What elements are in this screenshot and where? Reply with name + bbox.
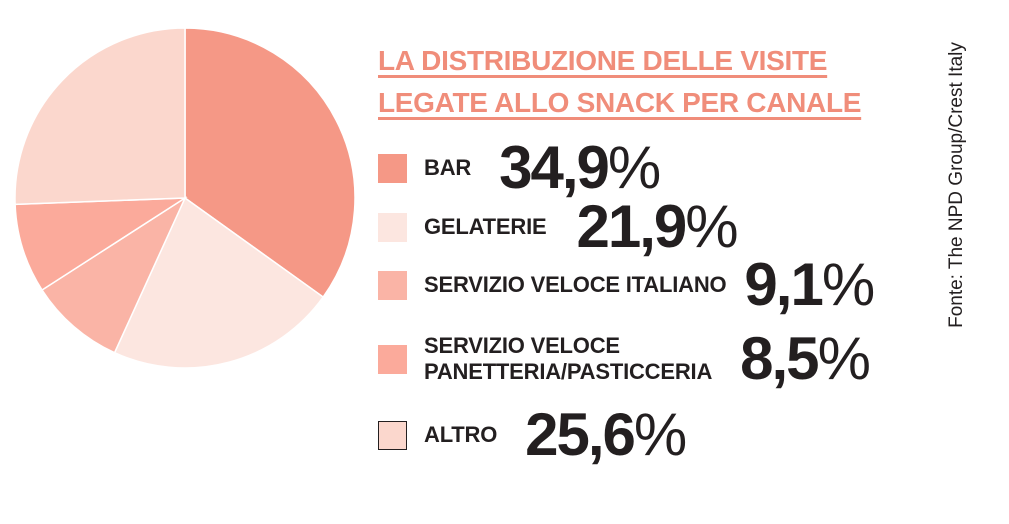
legend-swatch-gelaterie bbox=[378, 212, 407, 242]
value-number: 21,9 bbox=[576, 193, 687, 260]
pie-slice-bar bbox=[184, 27, 356, 299]
value-unit: % bbox=[685, 193, 738, 260]
value-number: 25,6 bbox=[525, 401, 636, 468]
value-unit: % bbox=[607, 134, 661, 201]
legend-label-servizio-veloce-italiano: SERVIZIO VELOCE ITALIANO bbox=[424, 272, 727, 297]
legend-value-gelaterie: 21,9% bbox=[576, 197, 738, 257]
legend-label-bar: BAR bbox=[424, 155, 472, 180]
chart-title-line-2: LEGATE ALLO SNACK PER CANALE bbox=[378, 87, 862, 118]
pie-slice-altro bbox=[14, 27, 186, 206]
legend-item-gelaterie: GELATERIE 21,9% bbox=[378, 197, 739, 257]
legend-swatch-servizio-veloce-panetteria bbox=[378, 344, 407, 374]
legend-swatch-bar bbox=[378, 153, 407, 183]
pie-slice-servizio-veloce-panetteria bbox=[14, 197, 188, 292]
legend-label-servizio-veloce-panetteria: SERVIZIO VELOCE PANETTERIA/PASTICCERIA bbox=[424, 333, 712, 385]
legend-label-gelaterie: GELATERIE bbox=[424, 214, 547, 239]
pie-chart bbox=[14, 27, 356, 369]
legend-item-servizio-veloce-panetteria: SERVIZIO VELOCE PANETTERIA/PASTICCERIA 8… bbox=[378, 329, 871, 389]
legend-label-altro: ALTRO bbox=[424, 422, 498, 447]
legend-item-altro: ALTRO 25,6% bbox=[378, 405, 687, 465]
legend-label-line-1: SERVIZIO VELOCE bbox=[424, 333, 620, 358]
legend-value-altro: 25,6% bbox=[525, 405, 687, 465]
legend-swatch-servizio-veloce-italiano bbox=[378, 270, 407, 300]
value-unit: % bbox=[817, 325, 871, 392]
value-unit: % bbox=[633, 401, 687, 468]
legend-item-bar: BAR 34,9% bbox=[378, 138, 661, 198]
pie-slice-servizio-veloce-italiano bbox=[41, 195, 187, 354]
legend-value-servizio-veloce-panetteria: 8,5% bbox=[740, 329, 871, 389]
legend-value-servizio-veloce-italiano: 9,1% bbox=[744, 255, 875, 315]
value-number: 34,9 bbox=[499, 134, 610, 201]
source-text: Fonte: The NPD Group/Crest Italy bbox=[946, 42, 967, 328]
pie-slice-gelaterie bbox=[113, 196, 325, 369]
chart-title-line-1: LA DISTRIBUZIONE DELLE VISITE bbox=[378, 45, 828, 76]
legend-swatch-altro bbox=[378, 420, 407, 450]
legend-item-servizio-veloce-italiano: SERVIZIO VELOCE ITALIANO 9,1% bbox=[378, 255, 875, 315]
value-unit: % bbox=[821, 251, 875, 318]
chart-title: LA DISTRIBUZIONE DELLE VISITE LEGATE ALL… bbox=[378, 40, 918, 124]
legend-label-line-2: PANETTERIA/PASTICCERIA bbox=[424, 359, 713, 384]
value-number: 8,5 bbox=[740, 325, 819, 392]
legend-value-bar: 34,9% bbox=[499, 138, 661, 198]
value-number: 9,1 bbox=[744, 251, 823, 318]
